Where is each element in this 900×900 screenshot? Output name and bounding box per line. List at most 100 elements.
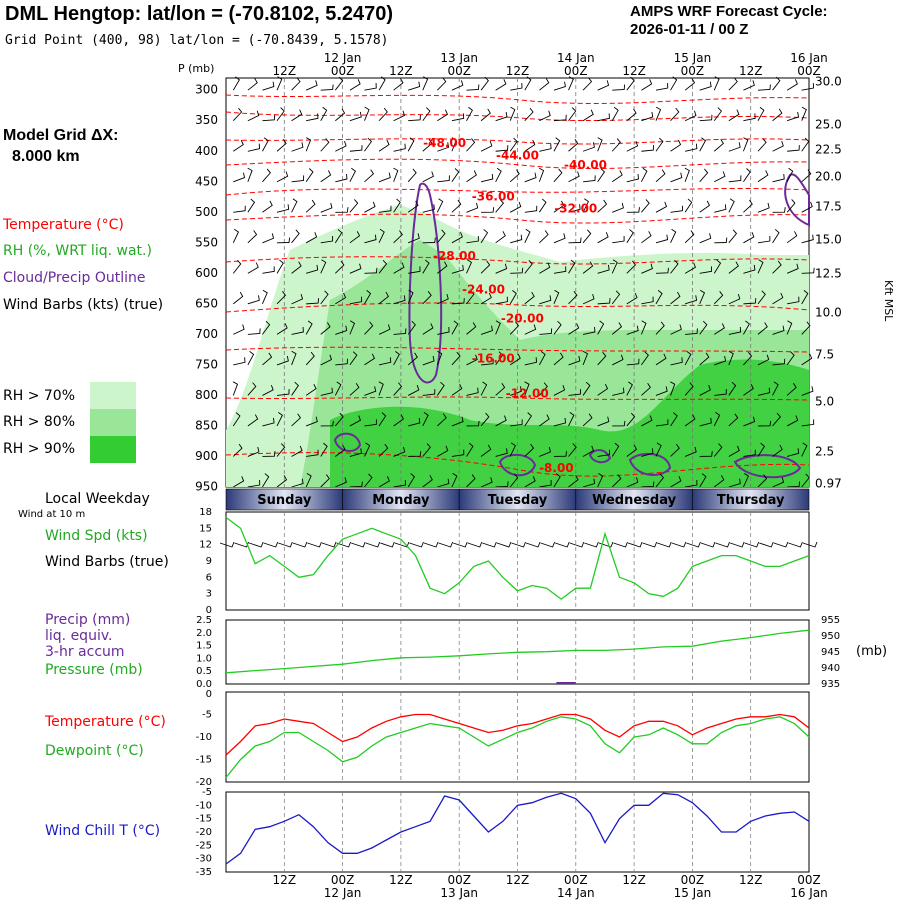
panel-tick-label: -5: [202, 710, 212, 721]
wind-barb: [553, 137, 561, 152]
surface-wind-barb: [598, 541, 614, 548]
height-tick-label: 25.0: [815, 118, 842, 132]
wind-barb: [451, 137, 457, 152]
surface-wind-barb: [263, 541, 279, 548]
wind-barb: [436, 381, 445, 396]
wind-barb: [772, 381, 779, 396]
wind-barb: [481, 207, 495, 213]
wind-barb: [262, 320, 271, 335]
cloud-outline: [498, 453, 537, 477]
wind-barb: [466, 170, 477, 183]
wind-barb: [422, 76, 429, 91]
wind-barb: [393, 446, 406, 457]
wind-barb: [553, 114, 567, 122]
wind-barb: [772, 141, 784, 152]
wind-barb: [320, 138, 330, 152]
wind-barb: [393, 351, 400, 366]
wind-barb: [276, 107, 285, 121]
bottom-hour-label: 12Z: [389, 873, 413, 887]
surface-wind-barb: [511, 541, 526, 548]
wind-barb: [349, 167, 357, 182]
wind-barb: [247, 143, 261, 152]
wind-barb: [699, 81, 712, 91]
wind-barb: [422, 237, 436, 244]
wind-barb: [378, 291, 390, 305]
mb-unit-label: (mb): [856, 644, 887, 659]
isotherm-line: [225, 213, 810, 224]
wind-barb: [640, 320, 647, 335]
surface-wind-barb: [686, 541, 701, 548]
wind-barb: [786, 79, 798, 91]
wind-barb: [684, 198, 693, 213]
wind-barb: [728, 381, 737, 396]
wind-barb: [786, 231, 798, 244]
wind-barb: [582, 478, 596, 488]
wind-barb: [364, 473, 373, 488]
wind-barb: [393, 480, 406, 488]
wind-barb: [320, 290, 329, 305]
wind-barb: [582, 350, 589, 366]
wind-barb: [349, 383, 360, 396]
wind-barb: [597, 449, 610, 457]
wind-barb: [378, 412, 387, 427]
wind-barb: [670, 443, 680, 457]
wind-barb: [626, 358, 640, 366]
wind-barb: [480, 381, 488, 396]
wind-barb: [699, 473, 707, 488]
wind-barb: [509, 290, 517, 305]
height-tick-label: 22.5: [815, 143, 842, 157]
panel-tick-label: 18: [199, 507, 212, 518]
top-hour-label: 00Z: [797, 64, 821, 78]
wind-barb: [407, 320, 416, 335]
wind-barb: [553, 473, 561, 488]
wind-barb: [335, 207, 349, 213]
wind-barb: [728, 293, 741, 305]
wind-barb: [786, 415, 799, 427]
wind-barb: [320, 259, 327, 274]
wind-barb: [757, 170, 769, 183]
wind-barb: [568, 355, 581, 366]
weekday-label: Tuesday: [488, 493, 548, 508]
wind-barb: [772, 444, 783, 457]
wind-barb: [510, 386, 522, 396]
wind-barb: [233, 357, 246, 366]
precip-tick-label: 1.5: [196, 641, 212, 652]
top-date-label: 13 Jan: [440, 51, 478, 65]
wind-barb: [393, 328, 407, 335]
wind-barb: [305, 351, 315, 366]
wind-barb: [291, 445, 303, 457]
pressure-tick-label: 550: [195, 235, 218, 249]
wind-barb: [626, 412, 636, 427]
windchill-line: [225, 792, 810, 865]
wind-barb: [334, 412, 344, 427]
wind-barb: [480, 292, 492, 305]
wind-barb: [524, 260, 533, 274]
pressure-tick-label: 500: [195, 205, 218, 219]
surface-wind-barb: [219, 541, 235, 548]
wind-barb: [451, 113, 465, 122]
cloud-outline: [733, 454, 802, 479]
wind-barb: [772, 207, 786, 213]
wind-barb: [743, 351, 753, 366]
surface-wind-barb: [773, 541, 789, 548]
wind-barb: [787, 145, 800, 152]
wind-barb: [728, 142, 741, 152]
wind-barb: [539, 446, 551, 457]
wind-barb: [611, 138, 621, 152]
top-date-label: 12 Jan: [324, 51, 362, 65]
wind-barb: [597, 473, 604, 488]
wind-barb: [728, 445, 740, 457]
wind-barb: [597, 298, 611, 305]
wind-barb: [670, 324, 682, 335]
wind-barb: [262, 417, 275, 427]
wind-barb: [437, 142, 450, 152]
wind-10m-label: Wind at 10 m: [18, 509, 86, 520]
wind-barb: [495, 199, 505, 213]
wind-barb: [480, 141, 493, 152]
wind-barb: [524, 324, 537, 335]
wind-barb: [247, 295, 260, 305]
bottom-hour-label: 12Z: [273, 873, 297, 887]
wind-barb: [743, 264, 756, 274]
wind-barb: [568, 237, 582, 244]
wind-barb: [685, 480, 698, 488]
